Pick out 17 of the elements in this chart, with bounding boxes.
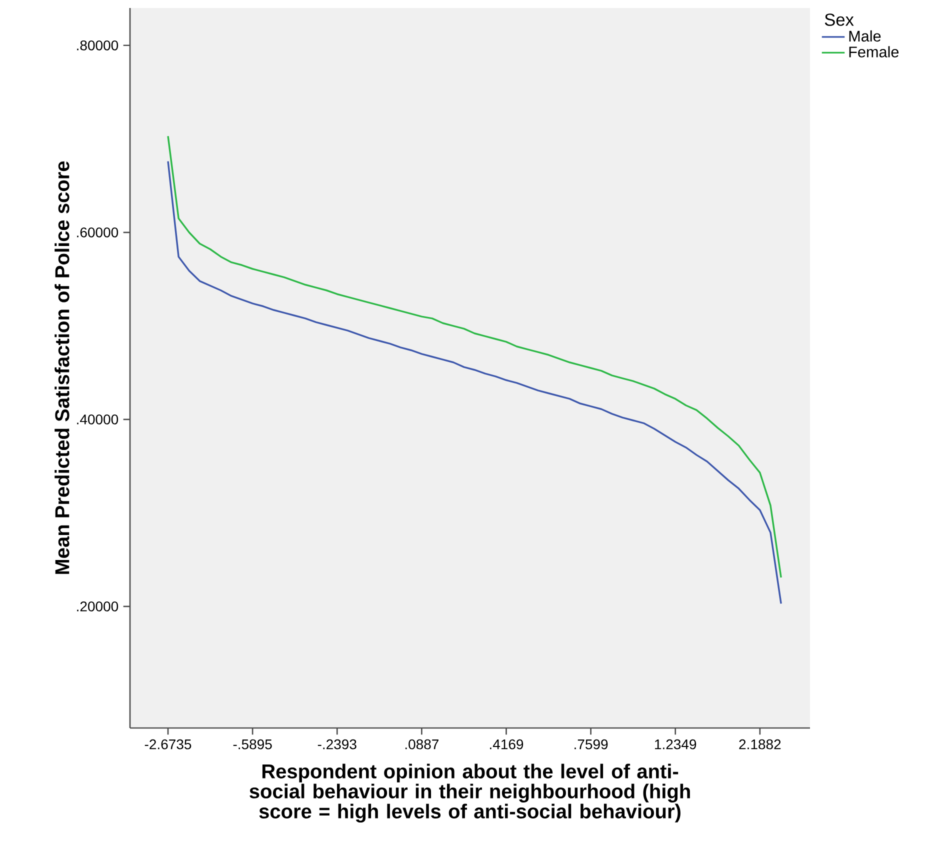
- x-tick-label: 1.2349: [655, 739, 696, 750]
- x-axis-title: Respondent opinion about the level of anti-social behaviour in their neighbourhood (high score = high levels of anti-social behaviour): [250, 764, 690, 823]
- x-tick-label: .4169: [490, 739, 524, 750]
- y-axis-title: Mean Predicted Satisfaction of Police score: [54, 161, 70, 574]
- legend-label: Male: [849, 30, 881, 42]
- x-tick-label: -2.6735: [144, 739, 192, 750]
- legend-title: Sex: [824, 14, 854, 26]
- y-tick-label: .60000: [77, 227, 118, 238]
- x-tick-label: -.5895: [233, 739, 272, 750]
- x-tick-label: .7599: [574, 739, 608, 750]
- x-tick-label: -.2393: [318, 739, 356, 750]
- y-tick-label: .40000: [77, 414, 118, 424]
- legend-label: Female: [849, 46, 899, 58]
- x-tick-label: 2.1882: [739, 739, 781, 750]
- y-tick-label: .80000: [77, 40, 118, 50]
- x-tick-label: .0887: [405, 739, 438, 750]
- y-tick-label: .20000: [77, 601, 118, 612]
